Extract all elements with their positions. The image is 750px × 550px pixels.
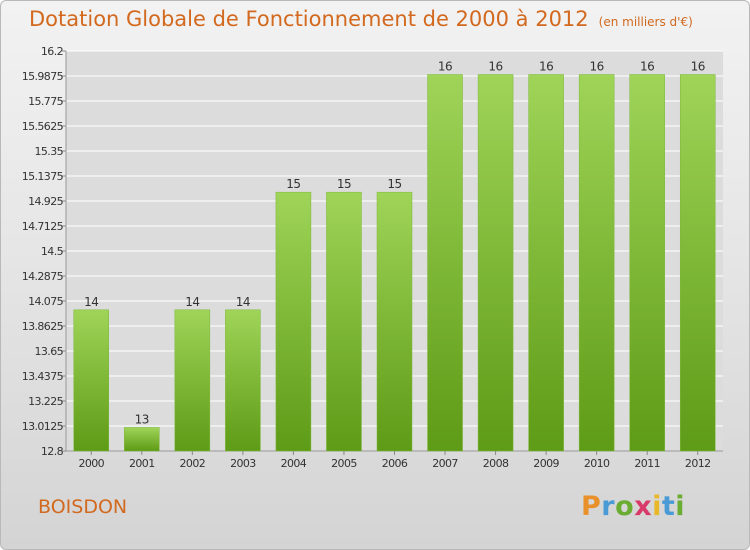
bar [174,309,211,452]
y-tick-label: 15.775 [28,95,63,108]
y-tick-label: 14.925 [28,195,63,208]
y-tick-label: 15.9875 [22,70,64,83]
y-tick-label: 16.2 [41,45,63,58]
logo-letter-o: o [615,491,635,522]
bar [477,74,514,452]
bar-value-label: 16 [438,60,452,74]
proxiti-logo: Proxiti [581,491,685,522]
y-tick-label: 13.4375 [22,370,64,383]
logo-letter-r: r [601,491,616,522]
y-tick-label: 14.7125 [22,220,64,233]
bar-value-label: 16 [590,60,604,74]
y-tick-label: 14.5 [41,245,64,258]
bar [73,309,110,452]
y-tick-label: 13.0125 [22,420,64,433]
title-unit: (en milliers d'€) [598,15,693,29]
logo-letter-t: t [661,491,676,522]
bar-value-label: 13 [135,412,149,426]
bar-value-label: 14 [84,295,98,309]
y-tick-label: 15.5625 [22,120,64,133]
bar-value-label: 16 [691,60,705,74]
y-tick-label: 13.8625 [22,320,64,333]
y-tick-label: 12.8 [41,445,64,458]
logo-letter-i: i [652,491,662,522]
logo-letter-i-2: i [675,491,686,522]
bar-value-label: 15 [387,177,401,191]
y-tick-label: 14.075 [28,295,63,308]
x-tick-label: 2010 [584,457,610,470]
logo-letter-x: x [634,491,653,522]
bar [528,74,564,452]
x-tick-label: 2012 [685,457,711,470]
x-tick-label: 2001 [129,457,155,470]
chart-title: Dotation Globale de Fonctionnement de 20… [29,7,693,31]
title-text: Dotation Globale de Fonctionnement de 20… [29,7,589,31]
x-tick-label: 2007 [432,457,458,470]
bar-value-label: 16 [640,60,654,74]
bar-value-label: 16 [488,60,502,74]
x-tick-label: 2004 [281,457,307,470]
bar-value-label: 16 [539,60,553,74]
bar [679,74,716,452]
logo-letter-p: P [581,491,602,522]
bar [578,74,615,452]
y-tick-label: 15.1375 [22,170,64,183]
bar [225,309,261,452]
bar-value-label: 15 [286,177,300,191]
bar [629,74,665,452]
bar [124,427,160,452]
bar-value-label: 14 [185,295,199,309]
y-tick-label: 13.65 [35,345,64,358]
bar [275,191,312,452]
x-tick-label: 2008 [483,457,509,470]
bar [326,191,362,452]
x-tick-label: 2002 [180,457,206,470]
x-tick-label: 2000 [78,457,104,470]
x-tick-label: 2003 [230,457,256,470]
y-tick-label: 14.2875 [22,270,64,283]
bar-value-label: 15 [337,177,351,191]
x-tick-label: 2005 [331,457,357,470]
y-tick-label: 15.35 [35,145,64,158]
bar-value-label: 14 [236,295,250,309]
x-tick-label: 2011 [634,457,660,470]
y-tick-label: 13.225 [28,395,63,408]
x-tick-label: 2009 [533,457,559,470]
bar [376,191,413,452]
commune-name: BOISDON [38,496,128,518]
bar [427,74,463,452]
x-tick-label: 2006 [382,457,408,470]
